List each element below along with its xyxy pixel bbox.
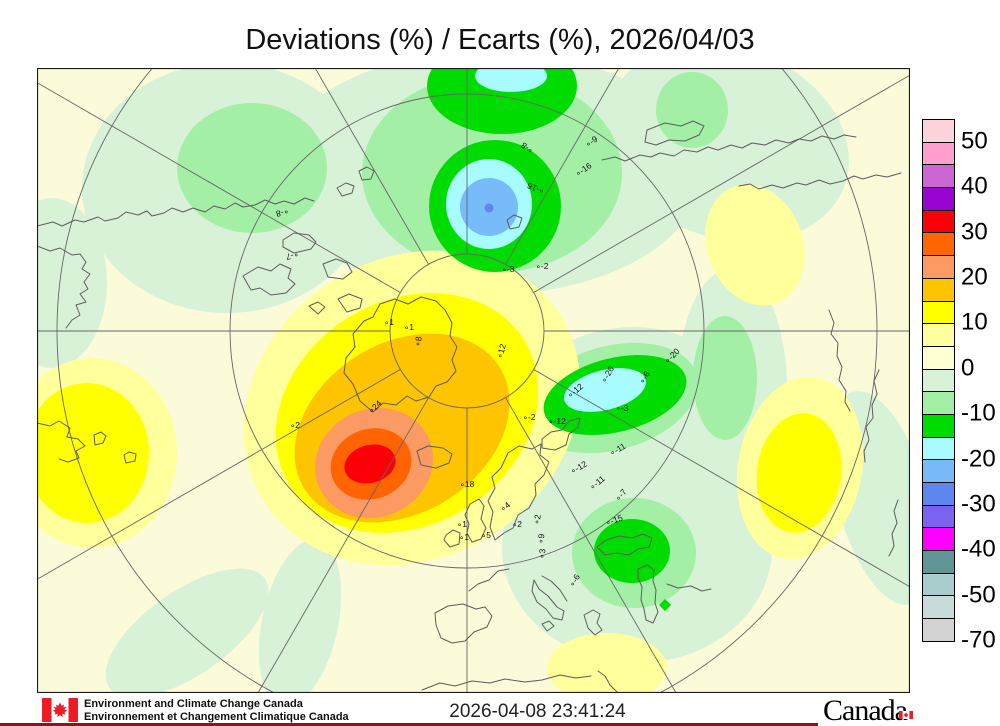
contour-label: ∘2	[290, 420, 300, 430]
colorbar-segment	[922, 187, 955, 211]
contour-label: ∘-12	[548, 416, 566, 426]
colorbar-tick-label: -20	[961, 444, 996, 472]
colorbar-segment	[922, 595, 955, 620]
colorbar-tick-label: -50	[961, 581, 996, 609]
contour-label: ∘-2	[523, 412, 536, 422]
coastlines	[37, 120, 902, 693]
colorbar-segment	[922, 164, 955, 189]
page-title: Deviations (%) / Ecarts (%), 2026/04/03	[245, 24, 755, 56]
contour-label: ∘8	[412, 335, 424, 347]
colorbar-segment	[922, 459, 955, 483]
colorbar-segment	[922, 209, 955, 234]
map-frame	[37, 68, 910, 693]
colorbar-tick-label: -10	[961, 399, 996, 427]
colorbar-tick-label: 0	[961, 354, 975, 382]
contour-label: ∘12	[494, 343, 508, 360]
colorbar-segment	[922, 255, 955, 279]
canada-wordmark-flag-icon	[898, 693, 913, 719]
canada-wordmark: Canada	[823, 694, 913, 726]
polar-map: ∘-16 ∘-8 ∘-9 ∘-16 ∘-8 ∘-7 ∘-3 ∘-2 ∘1 ∘1 ∘8 ∘12 ∘24 ∘2…	[37, 68, 910, 693]
colorbar-segment	[922, 527, 955, 552]
contour-label: ∘18	[460, 479, 475, 489]
contour-label: ∘-3	[616, 403, 629, 413]
colorbar-tick-label: -70	[961, 626, 996, 654]
colorbar-segment	[922, 413, 955, 438]
colorbar-segment	[922, 572, 955, 597]
contour-label: ∘2	[512, 519, 522, 529]
contour-label: ∘1	[384, 317, 394, 327]
agency-name: Environment and Climate Change Canada En…	[84, 698, 349, 723]
graticule	[37, 68, 910, 693]
canada-flag-icon	[42, 698, 78, 722]
colorbar-segment	[922, 345, 955, 370]
colorbar-segment	[922, 232, 955, 257]
colorbar-segment	[922, 277, 955, 302]
agency-name-en: Environment and Climate Change Canada	[84, 698, 303, 710]
colorbar-tick-label: 20	[961, 263, 988, 291]
polar-map-svg: ∘-16∘-8 ∘-9∘-16∘-8∘-7∘-3 ∘-2∘1 ∘1∘8∘12∘24∘2…	[37, 68, 910, 693]
contour-field	[37, 68, 910, 693]
colorbar-segment	[922, 436, 955, 461]
contour-label: ∘-7	[285, 250, 300, 262]
colorbar-segment	[922, 618, 955, 642]
colorbar-segment	[922, 300, 955, 325]
footer-red-rule	[0, 723, 818, 726]
contour-label: ∘-8	[275, 207, 290, 219]
contour-label: ∘1	[404, 322, 414, 332]
contour-label: ∘2	[531, 513, 543, 525]
colorbar-segment	[922, 391, 955, 415]
contour-label: ∘1	[459, 532, 469, 542]
colorbar-tick-label: 40	[961, 172, 988, 200]
colorbar-segment	[922, 119, 955, 143]
canada-wordmark-text: Canada	[823, 694, 908, 726]
timestamp: 2026-04-08 23:41:24	[449, 701, 626, 722]
colorbar-tick-label: 50	[961, 127, 988, 155]
colorbar-segment	[922, 323, 955, 347]
contour-label: ∘-2	[536, 261, 549, 271]
colorbar-segment	[922, 550, 955, 574]
colorbar-segment	[922, 368, 955, 393]
colorbar-bar	[922, 119, 955, 642]
agency-name-fr: Environnement et Changement Climatique C…	[84, 710, 349, 723]
contour-label: ∘-3	[502, 264, 515, 274]
contour-label: ∘9	[536, 533, 547, 544]
contour-label: ∘3	[537, 548, 548, 559]
colorbar-tick-label: 30	[961, 217, 988, 245]
colorbar-tick-label: -40	[961, 535, 996, 563]
colorbar-segment	[922, 141, 955, 166]
contour-label: ∘1	[457, 519, 467, 529]
contour-label: ∘5	[481, 530, 491, 540]
colorbar-tick-label: -30	[961, 490, 996, 518]
colorbar: 50 40 30 20 10 0 -10 -20 -30 -40 -50 -70	[922, 119, 997, 659]
colorbar-segment	[922, 504, 955, 529]
colorbar-tick-label: 10	[961, 308, 988, 336]
colorbar-segment	[922, 482, 955, 506]
